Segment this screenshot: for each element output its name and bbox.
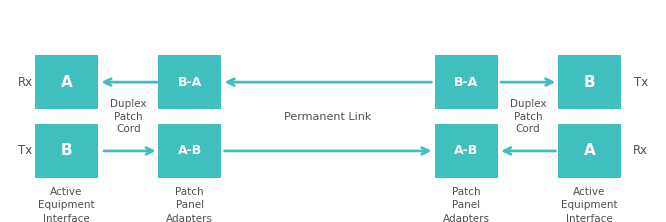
Text: Rx: Rx bbox=[633, 145, 648, 157]
FancyBboxPatch shape bbox=[434, 56, 498, 109]
Text: B: B bbox=[583, 75, 595, 90]
Text: B-A: B-A bbox=[178, 76, 202, 89]
FancyBboxPatch shape bbox=[35, 124, 99, 178]
Text: Duplex
Patch
Cord: Duplex Patch Cord bbox=[111, 99, 147, 134]
Text: A: A bbox=[61, 75, 73, 90]
Text: Active
Equipment
Interface: Active Equipment Interface bbox=[561, 187, 618, 222]
Text: Duplex
Patch
Cord: Duplex Patch Cord bbox=[510, 99, 546, 134]
FancyBboxPatch shape bbox=[557, 124, 621, 178]
FancyBboxPatch shape bbox=[557, 56, 621, 109]
Text: Patch
Panel
Adapters: Patch Panel Adapters bbox=[443, 187, 490, 222]
FancyBboxPatch shape bbox=[434, 124, 498, 178]
Text: Rx: Rx bbox=[18, 76, 33, 89]
Text: Permanent Link: Permanent Link bbox=[284, 111, 372, 122]
FancyBboxPatch shape bbox=[35, 56, 99, 109]
Text: Tx: Tx bbox=[633, 76, 648, 89]
Text: A-B: A-B bbox=[454, 145, 478, 157]
Text: A-B: A-B bbox=[178, 145, 202, 157]
Text: B: B bbox=[61, 143, 73, 159]
FancyBboxPatch shape bbox=[158, 124, 221, 178]
Text: Tx: Tx bbox=[18, 145, 33, 157]
Text: Active
Equipment
Interface: Active Equipment Interface bbox=[38, 187, 95, 222]
Text: B-A: B-A bbox=[454, 76, 478, 89]
Text: Patch
Panel
Adapters: Patch Panel Adapters bbox=[166, 187, 213, 222]
Text: A: A bbox=[583, 143, 595, 159]
FancyBboxPatch shape bbox=[158, 56, 221, 109]
